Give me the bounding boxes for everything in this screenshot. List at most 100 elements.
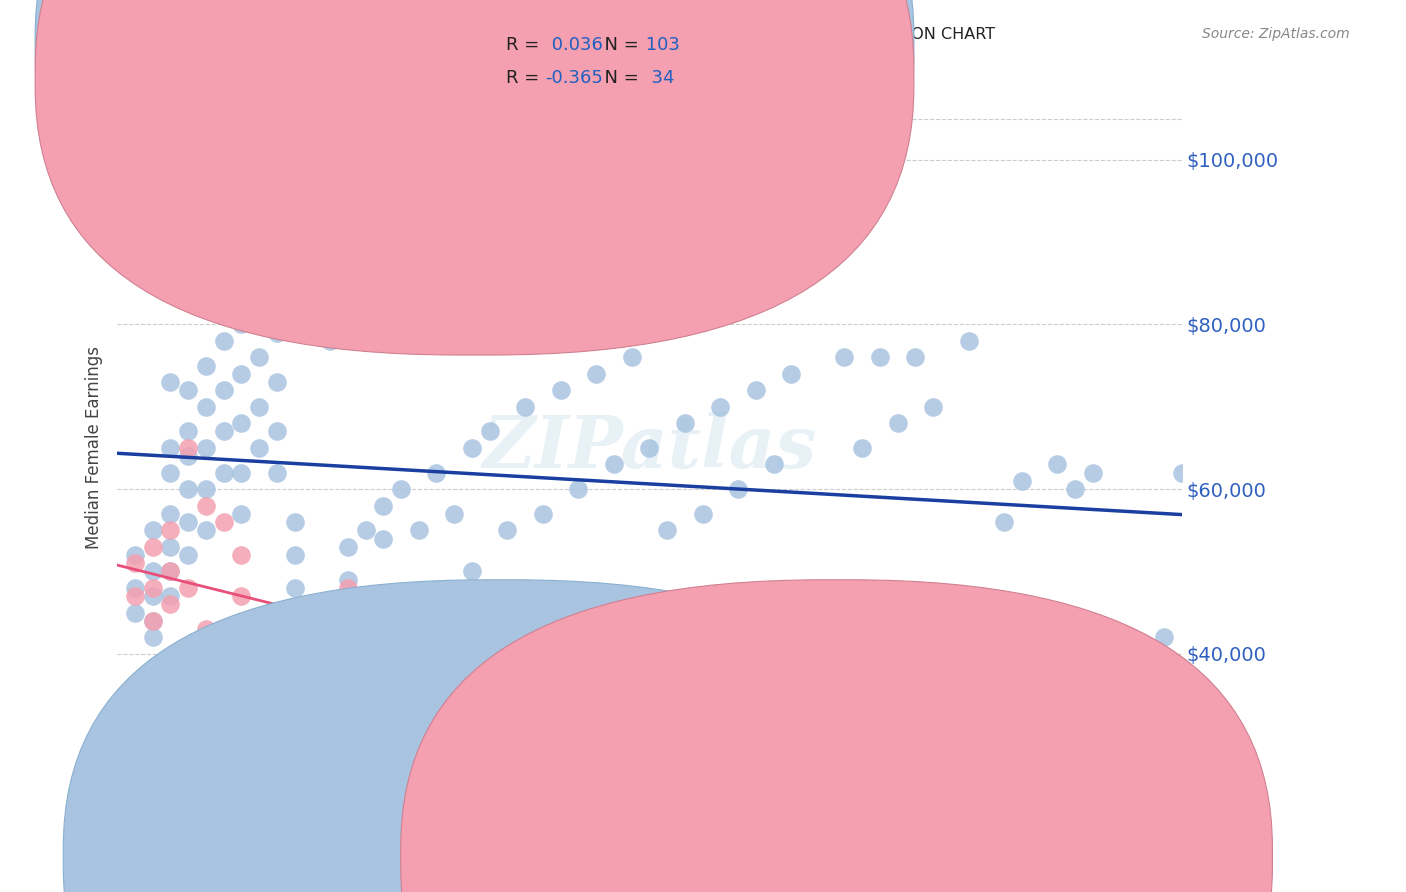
Point	[1118, 737, 1140, 751]
Point	[993, 515, 1015, 529]
Point	[124, 581, 146, 595]
Point	[1153, 630, 1175, 644]
Point	[461, 441, 484, 455]
Point	[336, 540, 359, 554]
Point	[284, 515, 307, 529]
Point	[177, 425, 200, 439]
Point	[336, 581, 359, 595]
Text: Immigrants from Hong Kong: Immigrants from Hong Kong	[474, 852, 707, 870]
Point	[194, 499, 217, 513]
Point	[159, 441, 181, 455]
Point	[159, 589, 181, 603]
Point	[443, 507, 465, 521]
Point	[142, 540, 165, 554]
Point	[797, 622, 820, 636]
Point	[851, 441, 873, 455]
Point	[957, 334, 980, 348]
Point	[231, 589, 253, 603]
Point	[373, 630, 395, 644]
Point	[212, 466, 235, 480]
Point	[247, 400, 270, 414]
Point	[319, 235, 342, 249]
Point	[815, 639, 838, 653]
Point	[247, 614, 270, 628]
Point	[478, 425, 501, 439]
Point	[284, 630, 307, 644]
Point	[815, 746, 838, 760]
Point	[336, 573, 359, 587]
Point	[301, 301, 323, 315]
Point	[177, 581, 200, 595]
Text: N =: N =	[593, 36, 645, 54]
Point	[266, 466, 288, 480]
Point	[692, 507, 714, 521]
Point	[762, 458, 785, 472]
Text: N =: N =	[593, 69, 645, 87]
Point	[301, 260, 323, 274]
Point	[124, 556, 146, 570]
Point	[1135, 729, 1157, 743]
Point	[1099, 630, 1122, 644]
Point	[780, 367, 803, 381]
Point	[142, 614, 165, 628]
Point	[496, 523, 519, 537]
Point	[673, 416, 696, 430]
Point	[266, 622, 288, 636]
Point	[177, 548, 200, 562]
Point	[212, 639, 235, 653]
Point	[939, 630, 962, 644]
Text: R =: R =	[506, 36, 546, 54]
Point	[159, 375, 181, 389]
Point	[1081, 466, 1104, 480]
Point	[142, 581, 165, 595]
Point	[124, 606, 146, 620]
Point	[231, 416, 253, 430]
Point	[284, 548, 307, 562]
Text: R =: R =	[506, 69, 546, 87]
Point	[212, 384, 235, 398]
Text: -0.365: -0.365	[546, 69, 603, 87]
Point	[1028, 622, 1050, 636]
Point	[142, 565, 165, 579]
Point	[159, 540, 181, 554]
Point	[727, 663, 749, 677]
Point	[231, 548, 253, 562]
Point	[550, 384, 572, 398]
Y-axis label: Median Female Earnings: Median Female Earnings	[86, 346, 103, 549]
Point	[603, 688, 626, 702]
Point	[354, 680, 377, 694]
Point	[159, 565, 181, 579]
Text: 103: 103	[640, 36, 679, 54]
Point	[194, 622, 217, 636]
Point	[354, 523, 377, 537]
Point	[922, 400, 945, 414]
Text: 34: 34	[640, 69, 675, 87]
Point	[247, 441, 270, 455]
Point	[194, 359, 217, 373]
Point	[461, 565, 484, 579]
Point	[834, 351, 856, 365]
Point	[212, 334, 235, 348]
Point	[408, 523, 430, 537]
Point	[373, 532, 395, 546]
Point	[319, 663, 342, 677]
Point	[745, 384, 768, 398]
Point	[886, 416, 908, 430]
Point	[531, 507, 554, 521]
Point	[194, 400, 217, 414]
Point	[194, 523, 217, 537]
Point	[727, 482, 749, 496]
Point	[266, 326, 288, 340]
Point	[159, 507, 181, 521]
Point	[159, 523, 181, 537]
Point	[177, 449, 200, 463]
Point	[266, 375, 288, 389]
Point	[461, 696, 484, 710]
Point	[709, 400, 731, 414]
Point	[266, 277, 288, 291]
Text: 0.036: 0.036	[546, 36, 602, 54]
Point	[142, 589, 165, 603]
Point	[231, 466, 253, 480]
Point	[496, 680, 519, 694]
Point	[603, 458, 626, 472]
